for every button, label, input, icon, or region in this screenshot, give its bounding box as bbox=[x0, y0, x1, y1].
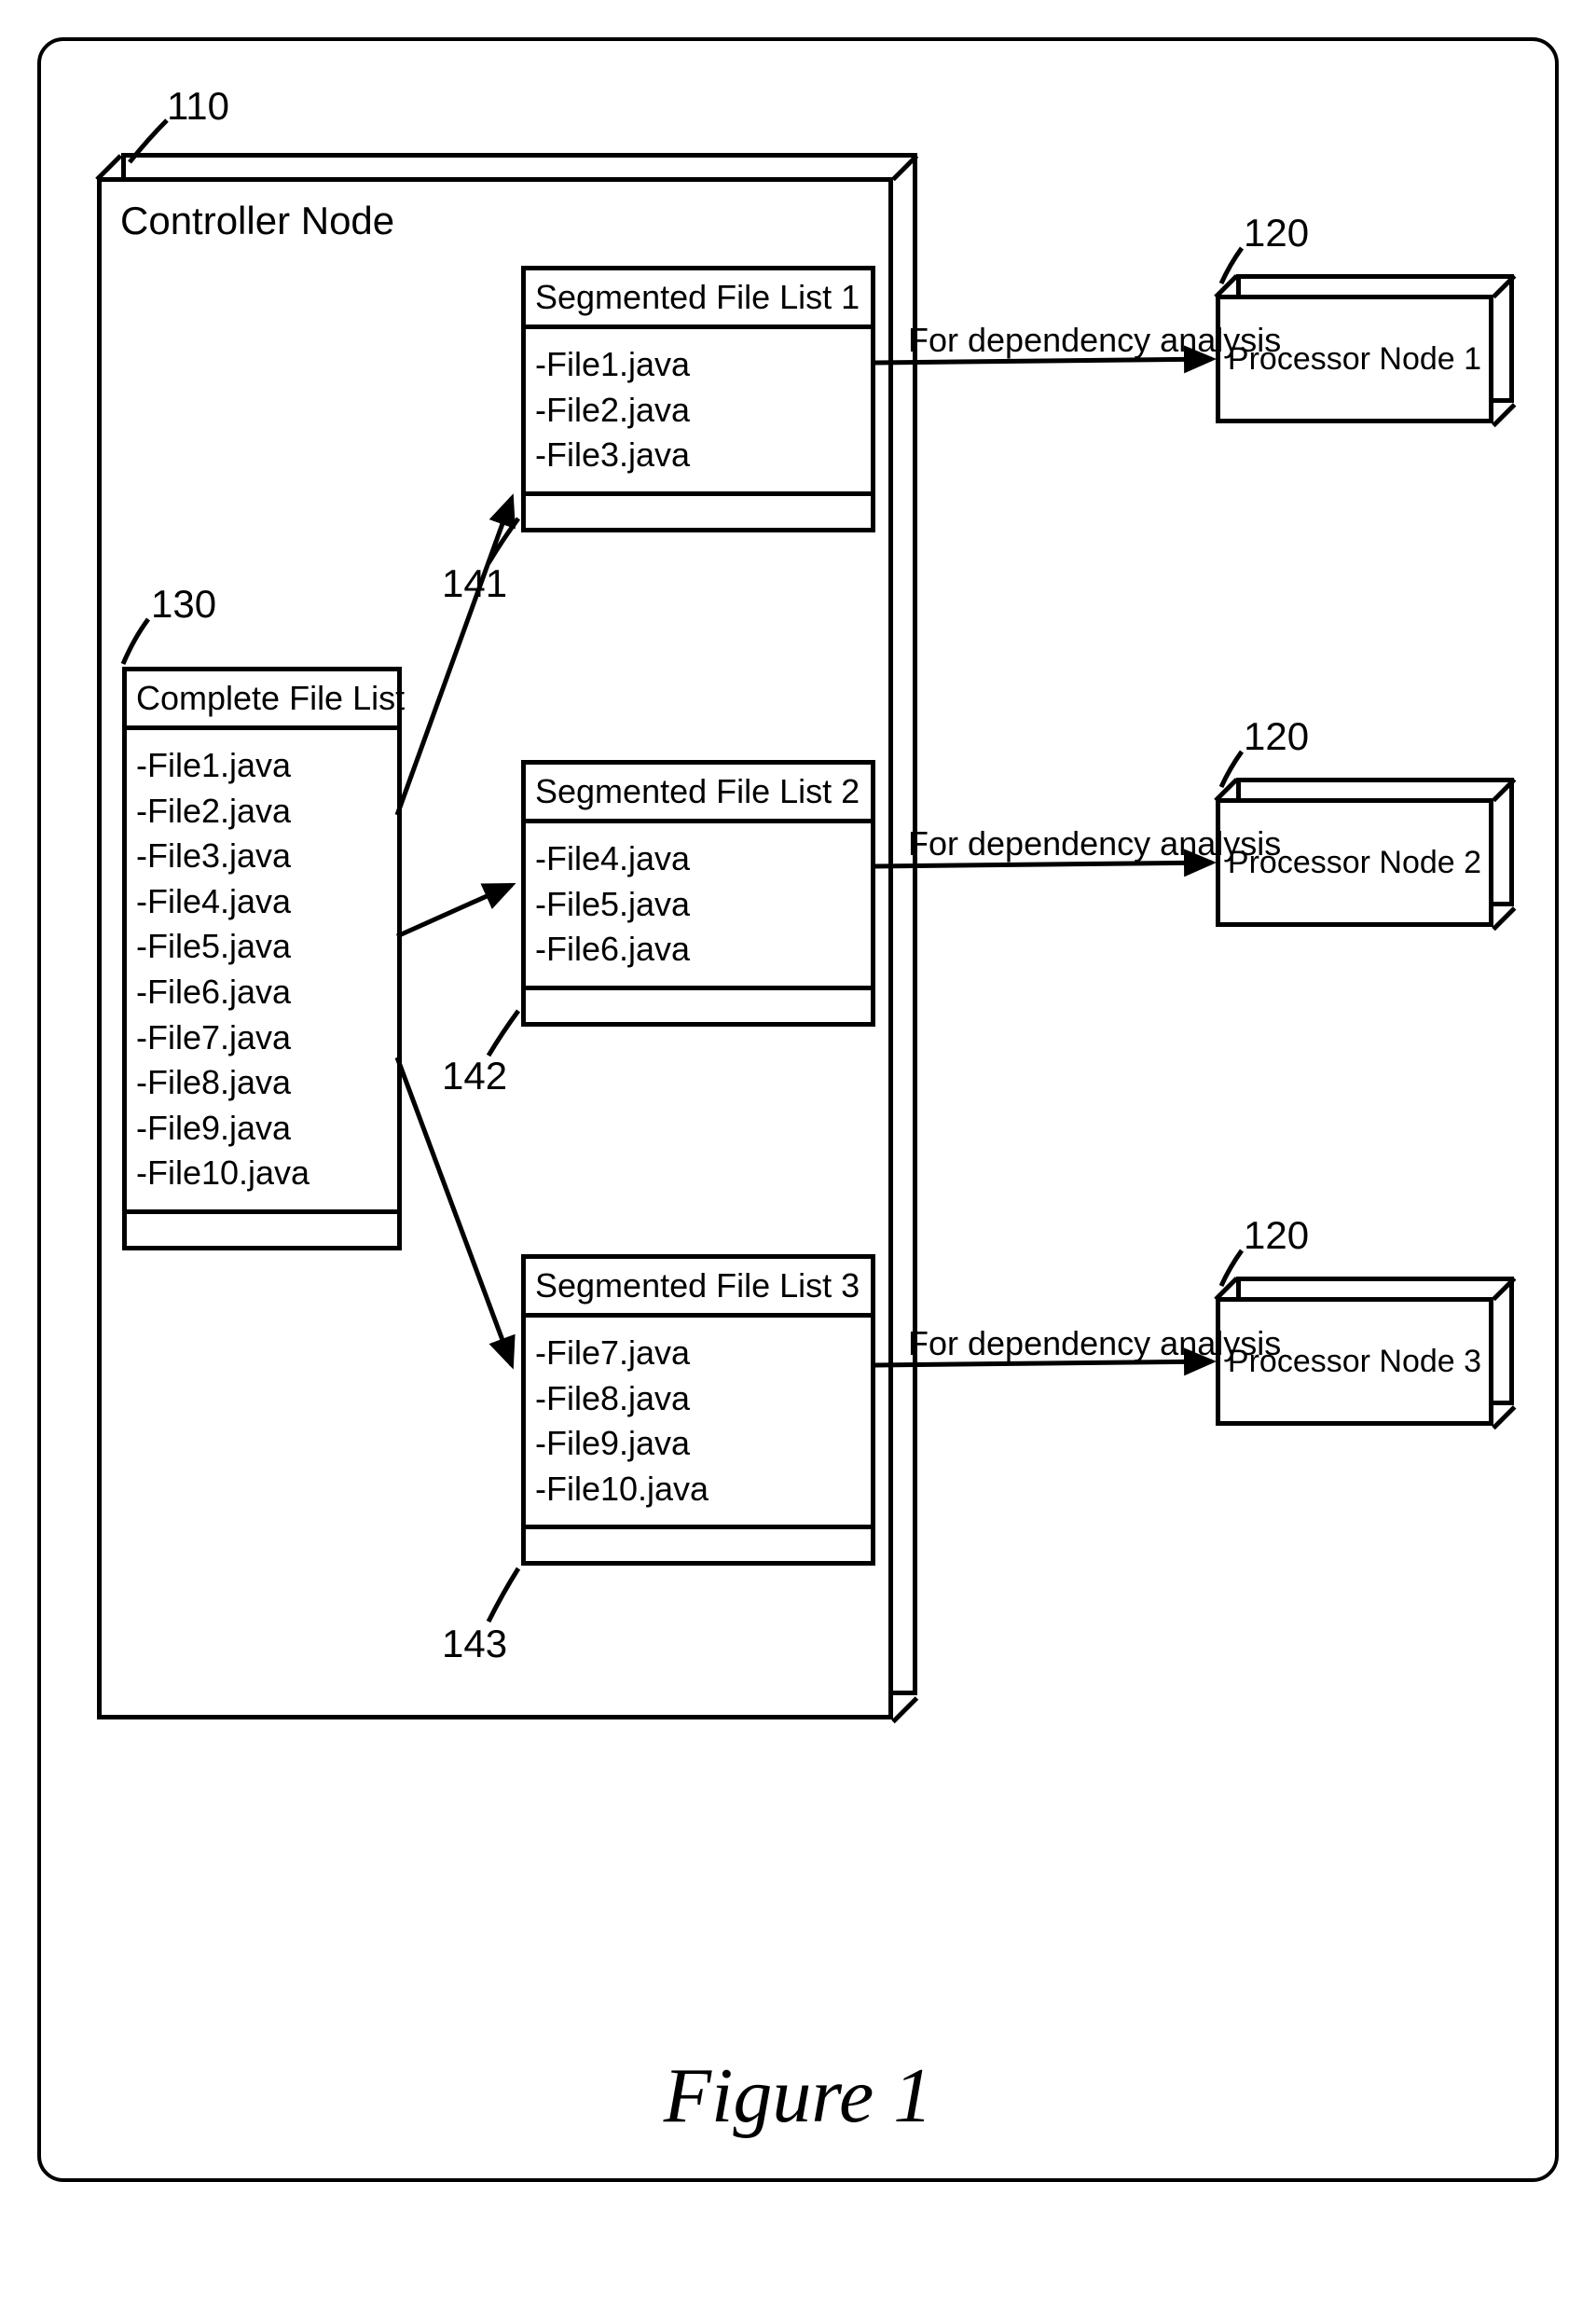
ref-controller: 110 bbox=[167, 84, 229, 129]
edge-label: For dependency analysis bbox=[908, 321, 1281, 360]
file-item: -File1.java bbox=[535, 342, 861, 388]
file-item: -File1.java bbox=[136, 743, 388, 789]
file-item: -File8.java bbox=[136, 1060, 388, 1106]
file-item: -File5.java bbox=[136, 924, 388, 970]
segmented-list-title: Segmented File List 1 bbox=[526, 270, 871, 329]
diag-line bbox=[891, 1696, 918, 1723]
segmented-file-list-2: Segmented File List 2 -File4.java -File5… bbox=[521, 760, 875, 1027]
complete-file-list: Complete File List -File1.java -File2.ja… bbox=[122, 667, 402, 1250]
ref-seg1: 141 bbox=[442, 561, 507, 606]
diag-line bbox=[1492, 906, 1516, 931]
box-footer bbox=[127, 1214, 397, 1246]
ref-seg2: 142 bbox=[442, 1054, 507, 1098]
controller-title: Controller Node bbox=[120, 199, 394, 243]
file-item: -File10.java bbox=[136, 1151, 388, 1196]
controller-front-face: Controller Node Complete File List -File… bbox=[97, 177, 893, 1719]
file-item: -File7.java bbox=[535, 1331, 861, 1376]
edge-label: For dependency analysis bbox=[908, 1324, 1281, 1363]
segmented-file-list-3: Segmented File List 3 -File7.java -File8… bbox=[521, 1254, 875, 1566]
complete-file-list-title: Complete File List bbox=[127, 671, 397, 730]
diagram-canvas: Controller Node Complete File List -File… bbox=[37, 37, 1559, 2182]
box-footer bbox=[526, 990, 871, 1022]
segmented-list-title: Segmented File List 2 bbox=[526, 765, 871, 823]
segmented-list-body: -File1.java -File2.java -File3.java bbox=[526, 329, 871, 496]
file-item: -File9.java bbox=[535, 1421, 861, 1467]
complete-file-list-body: -File1.java -File2.java -File3.java -Fil… bbox=[127, 730, 397, 1214]
controller-node: Controller Node Complete File List -File… bbox=[97, 153, 917, 1719]
file-item: -File6.java bbox=[535, 927, 861, 973]
segmented-list-body: -File4.java -File5.java -File6.java bbox=[526, 823, 871, 990]
file-item: -File9.java bbox=[136, 1106, 388, 1152]
box-footer bbox=[526, 1529, 871, 1561]
file-item: -File10.java bbox=[535, 1467, 861, 1512]
ref-proc1: 120 bbox=[1244, 211, 1309, 255]
figure-caption: Figure 1 bbox=[41, 2051, 1555, 2141]
file-item: -File7.java bbox=[136, 1015, 388, 1061]
file-item: -File2.java bbox=[136, 789, 388, 835]
file-item: -File8.java bbox=[535, 1376, 861, 1422]
file-item: -File3.java bbox=[136, 834, 388, 879]
segmented-list-title: Segmented File List 3 bbox=[526, 1259, 871, 1318]
file-item: -File5.java bbox=[535, 882, 861, 928]
ref-complete-list: 130 bbox=[151, 582, 216, 627]
file-item: -File6.java bbox=[136, 970, 388, 1015]
box-footer bbox=[526, 496, 871, 528]
file-item: -File4.java bbox=[136, 879, 388, 925]
file-item: -File4.java bbox=[535, 836, 861, 882]
segmented-file-list-1: Segmented File List 1 -File1.java -File2… bbox=[521, 266, 875, 532]
ref-proc3: 120 bbox=[1244, 1213, 1309, 1258]
ref-proc2: 120 bbox=[1244, 714, 1309, 759]
file-item: -File3.java bbox=[535, 433, 861, 478]
diag-line bbox=[1492, 1405, 1516, 1429]
ref-seg3: 143 bbox=[442, 1622, 507, 1666]
edge-label: For dependency analysis bbox=[908, 824, 1281, 863]
segmented-list-body: -File7.java -File8.java -File9.java -Fil… bbox=[526, 1318, 871, 1529]
file-item: -File2.java bbox=[535, 388, 861, 434]
diag-line bbox=[1492, 403, 1516, 427]
